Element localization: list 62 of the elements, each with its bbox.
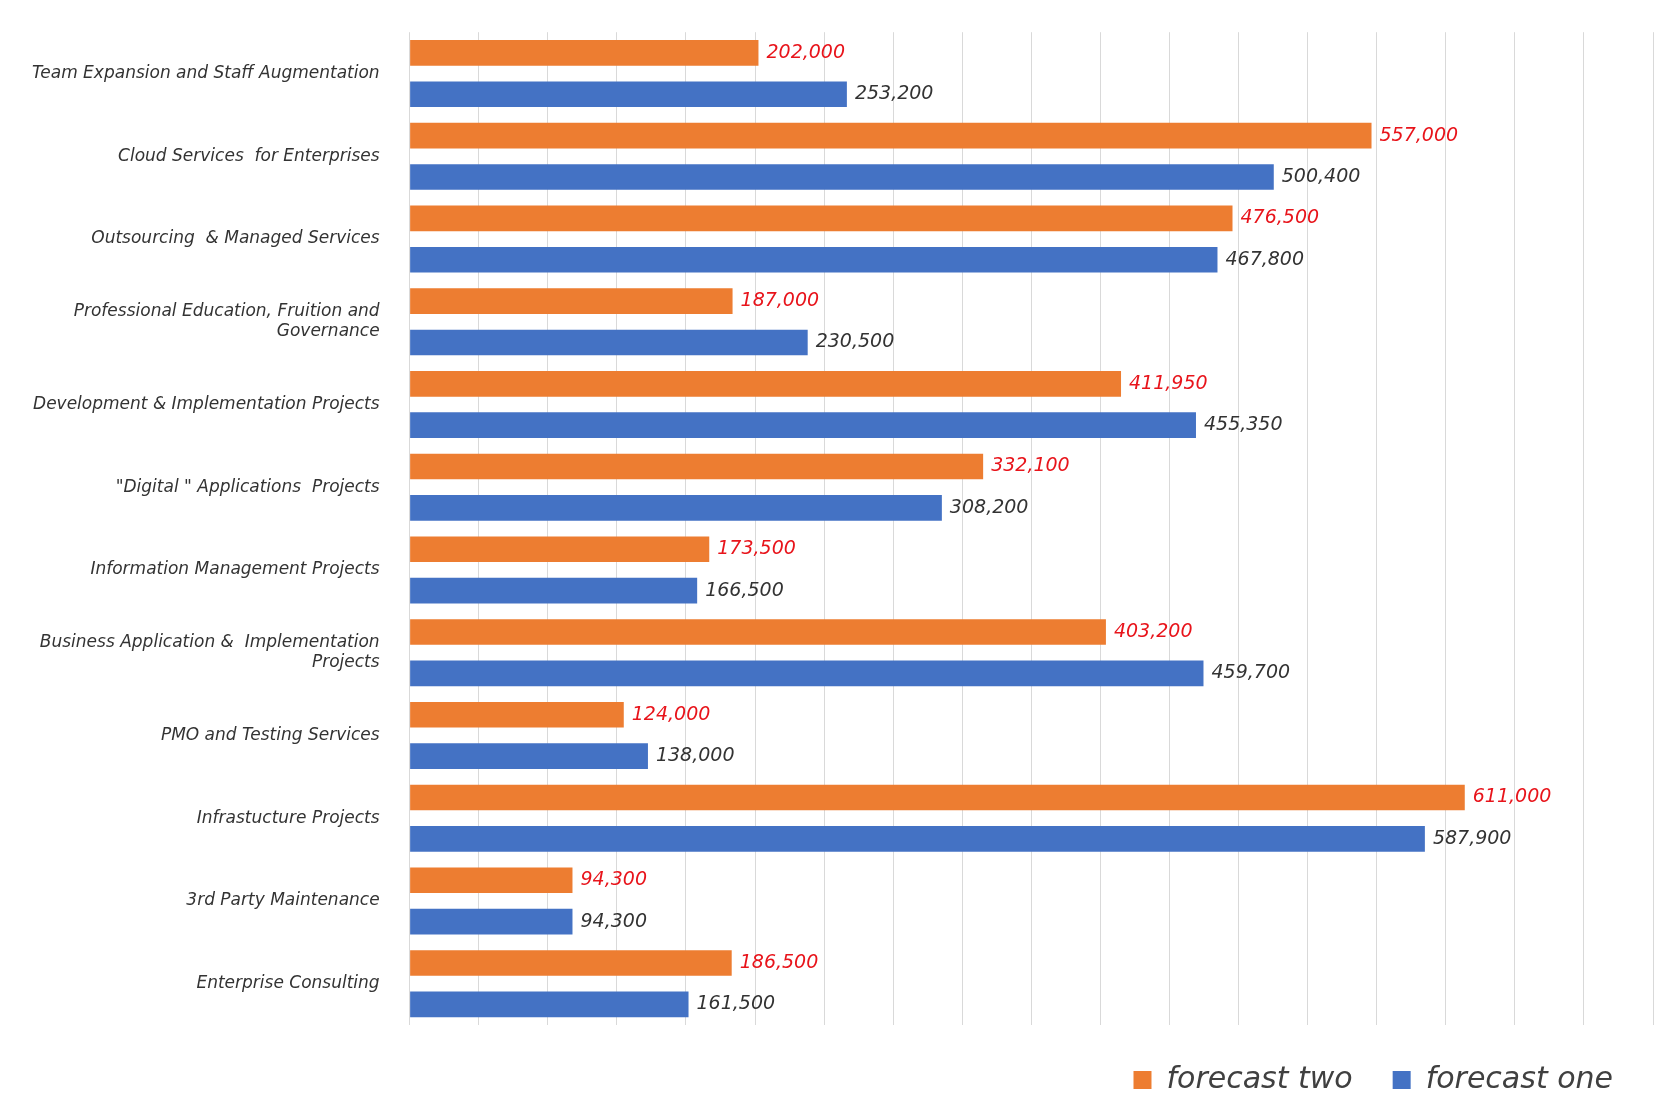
bar [410,867,573,894]
y-tick-label: Business Application & Implementation Projects [39,630,380,672]
y-tick-label: Team Expansion and Staff Augmentation [32,61,380,82]
data-label: 187,000 [740,288,820,311]
data-label: 124,000 [631,701,711,724]
data-label: 500,400 [1281,163,1361,186]
data-label: 186,500 [739,949,819,972]
bar [410,40,759,66]
data-label: 173,500 [717,536,796,559]
bar [410,950,732,976]
bar [410,288,733,314]
bar [410,370,1122,397]
legend-label: forecast one [1425,1059,1613,1095]
y-tick-label: PMO and Testing Services [160,723,380,744]
bar [410,412,1196,439]
bar [410,743,648,769]
bar [410,495,942,521]
data-label: 411,950 [1129,370,1208,393]
bar [410,81,847,108]
data-label: 161,500 [696,991,776,1014]
bar [410,453,984,480]
bar [410,577,698,604]
y-tick-label: Professional Education, Fruition and Governance [73,299,380,341]
data-label: 230,500 [815,329,895,352]
y-tick-label: 3rd Party Maintenance [186,889,380,910]
data-label: 467,800 [1225,246,1305,269]
bar [410,991,689,1018]
data-label: 166,500 [705,577,784,600]
data-label: 332,100 [991,453,1070,476]
data-label: 611,000 [1472,784,1552,807]
legend-label: forecast two [1166,1059,1353,1095]
bar [410,908,573,935]
y-tick-label: Information Management Projects [90,558,380,579]
data-label: 308,200 [949,494,1029,517]
bar [410,246,1218,273]
bar [410,619,1106,645]
bar [410,329,808,356]
y-tick-label: Development & Implementation Projects [33,392,380,413]
bar [410,122,1372,149]
data-label: 94,300 [580,867,647,890]
bar [410,660,1204,687]
y-tick-label: Enterprise Consulting [196,972,380,993]
y-tick-label: Infrastucture Projects [196,806,380,827]
y-tick-label: Outsourcing & Managed Services [91,227,380,248]
data-label: 459,700 [1211,660,1291,683]
data-label: 94,300 [580,908,647,931]
y-tick-label: "Digital " Applications Projects [115,475,380,496]
bar [410,205,1233,232]
bar [410,784,1465,811]
data-label: 455,350 [1203,412,1283,435]
y-tick-label: Cloud Services for Enterprises [118,144,380,165]
data-label: 403,200 [1113,618,1193,641]
bar [410,536,710,563]
data-label: 253,200 [854,81,934,104]
bar [410,701,624,728]
bar [410,826,1425,852]
data-label: 202,000 [766,39,846,62]
data-label: 476,500 [1240,205,1320,228]
data-label: 557,000 [1379,122,1459,145]
data-label: 587,900 [1432,825,1512,848]
bar [410,164,1274,190]
data-label: 138,000 [655,743,735,766]
